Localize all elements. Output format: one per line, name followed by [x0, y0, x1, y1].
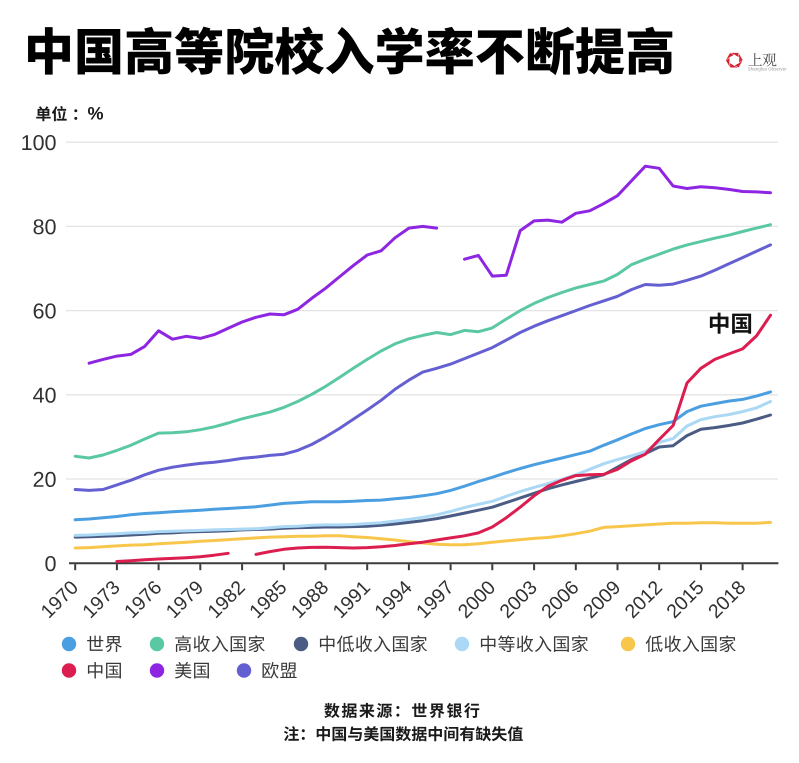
svg-text:Shanghai Observer: Shanghai Observer: [748, 66, 787, 71]
